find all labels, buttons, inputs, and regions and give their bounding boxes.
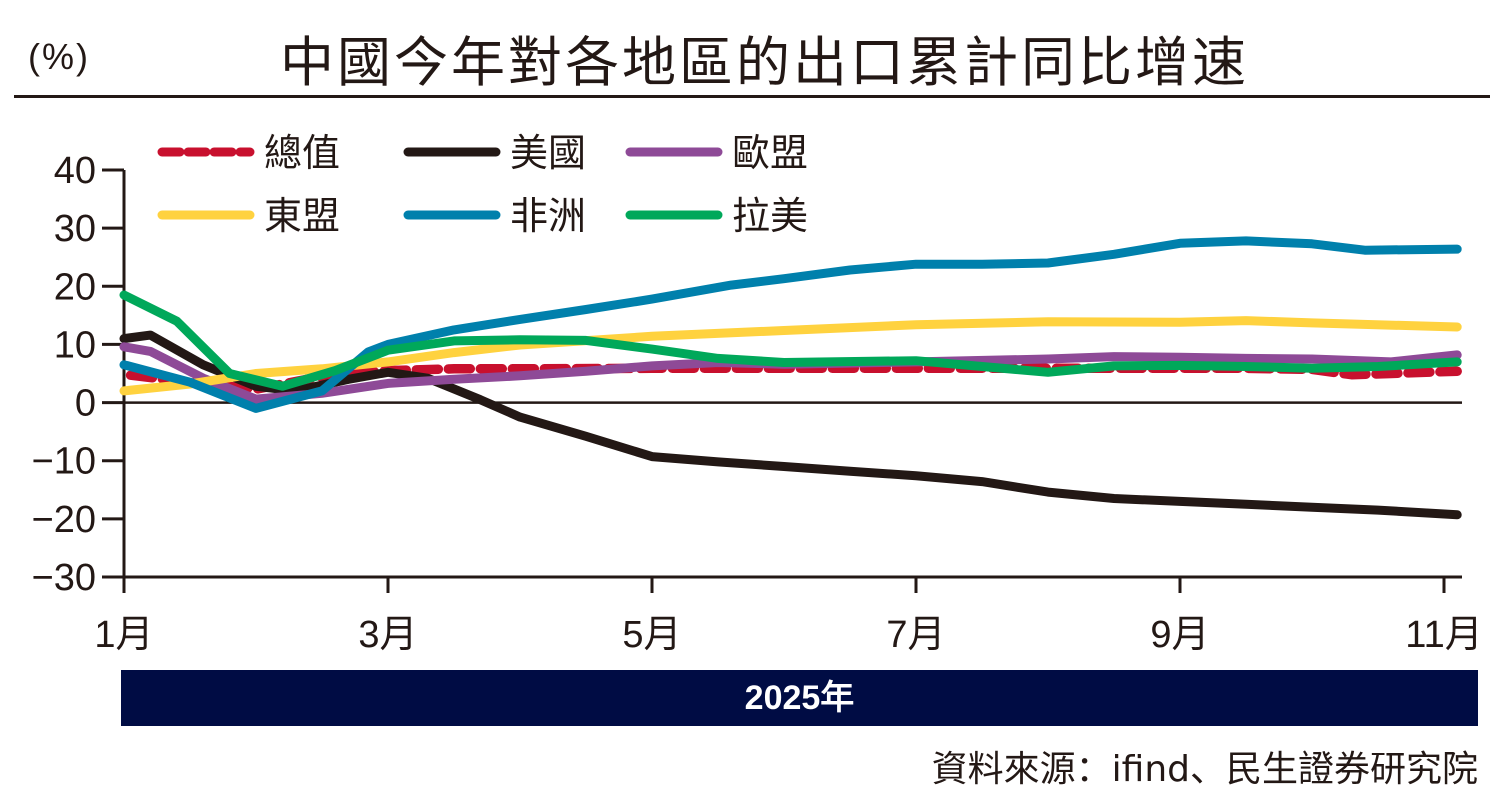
y-tick-label: 20 xyxy=(54,266,96,308)
legend-label: 東盟 xyxy=(264,194,340,238)
y-tick-label: 30 xyxy=(54,208,96,250)
x-tick-label: 3月 xyxy=(358,614,417,656)
x-tick-label: 5月 xyxy=(622,614,681,656)
x-tick-label: 7月 xyxy=(886,614,945,656)
series-line-2 xyxy=(119,342,1462,404)
series-group xyxy=(119,236,1462,520)
legend-label: 歐盟 xyxy=(732,131,808,175)
y-tick-label: −30 xyxy=(32,557,96,599)
y-tick-label: −10 xyxy=(32,441,96,483)
legend-label: 總值 xyxy=(264,131,340,175)
legend-label: 美國 xyxy=(510,131,586,175)
axes: 40 30 20 10 0 −10 −20 −30 1月 3月 5月 7月 9月 11月 xyxy=(32,150,1483,656)
y-tick-label: −20 xyxy=(32,499,96,541)
chart-title: 中國今年對各地區的出口累計同比增速 xyxy=(280,31,1249,94)
legend-label: 非洲 xyxy=(510,194,586,238)
series-line-1 xyxy=(119,330,1462,520)
x-tick-label: 9月 xyxy=(1150,614,1209,656)
series-line-3 xyxy=(119,316,1462,396)
y-tick-label: 10 xyxy=(54,324,96,366)
y-tick-label: 40 xyxy=(54,150,96,192)
legend-label: 拉美 xyxy=(732,194,808,238)
series-line-5 xyxy=(119,290,1462,391)
y-tick-label: 0 xyxy=(75,383,96,425)
x-tick-label: 11月 xyxy=(1405,614,1482,656)
x-tick-label: 1月 xyxy=(94,614,153,656)
source-note: 資料來源：ifind、民生證券研究院 xyxy=(931,749,1478,790)
y-axis-unit-label: (%) xyxy=(28,36,90,77)
year-banner: 2025年 xyxy=(121,670,1478,726)
title-divider xyxy=(14,95,1490,98)
